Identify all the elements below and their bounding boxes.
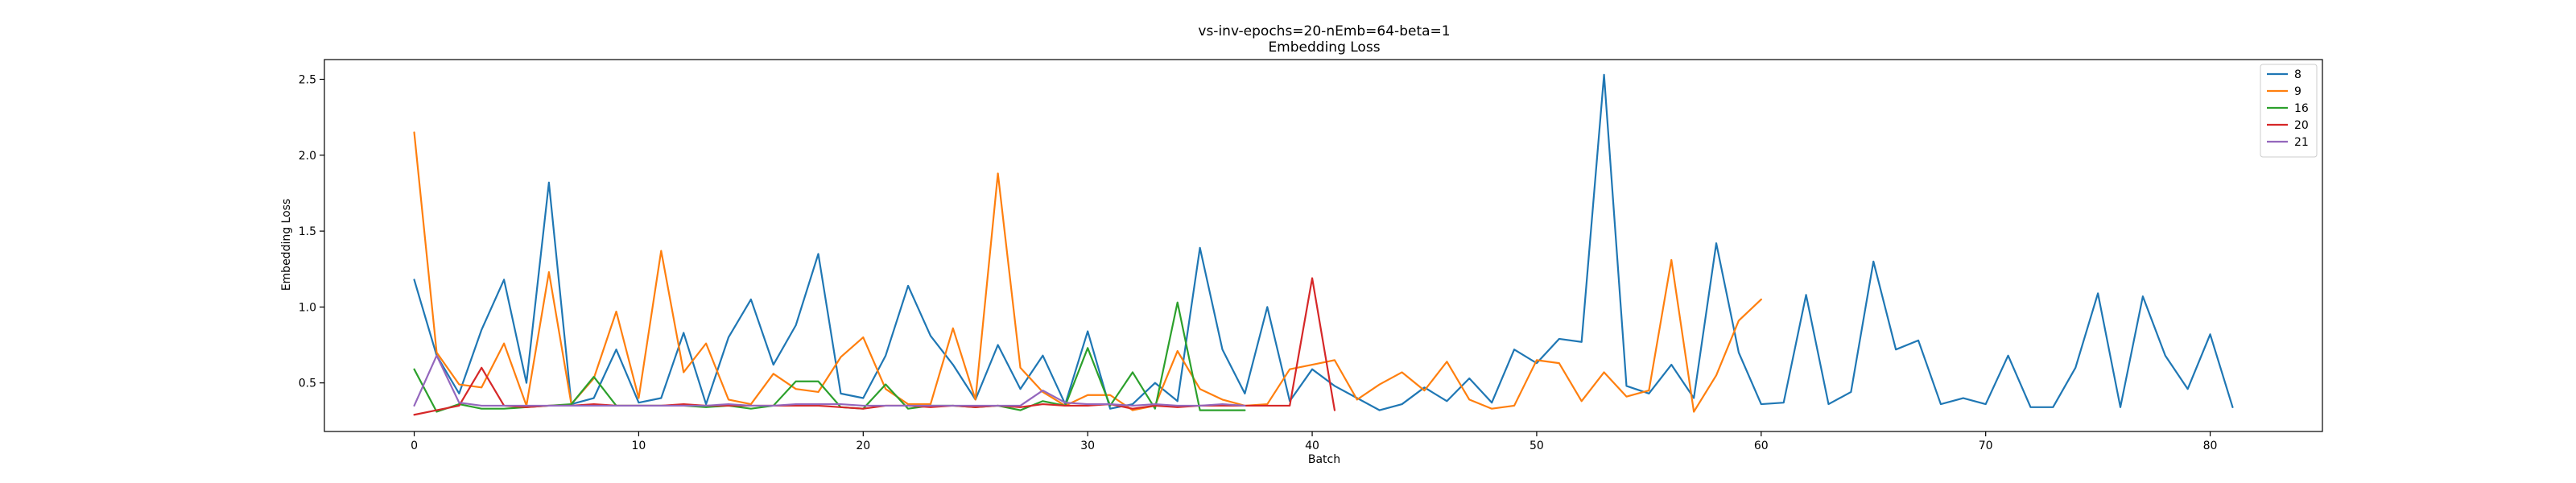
- x-tick-label: 50: [1530, 440, 1544, 452]
- x-tick-label: 10: [632, 440, 646, 452]
- chart-subtitle: Embedding Loss: [1268, 39, 1380, 56]
- y-axis-title: Embedding Loss: [280, 199, 293, 291]
- x-tick-label: 30: [1080, 440, 1095, 452]
- legend-box: [2260, 64, 2318, 158]
- legend-label-8: 8: [2294, 68, 2301, 81]
- y-tick-label: 0.5: [299, 378, 316, 390]
- series-line-9: [413, 131, 1762, 413]
- legend-label-9: 9: [2294, 85, 2301, 98]
- series-line-21: [413, 354, 1246, 407]
- legend-label-20: 20: [2294, 119, 2309, 132]
- y-tick-label: 1.0: [299, 301, 316, 314]
- legend-label-21: 21: [2294, 136, 2309, 149]
- y-tick-label: 2.5: [299, 74, 316, 87]
- legend-label-16: 16: [2294, 102, 2309, 115]
- x-tick-label: 40: [1305, 440, 1319, 452]
- chart-title: vs-inv-epochs=20-nEmb=64-beta=1: [1198, 23, 1450, 39]
- y-tick-label: 1.5: [299, 225, 316, 238]
- x-tick-label: 60: [1754, 440, 1769, 452]
- x-tick-label: 80: [2203, 440, 2218, 452]
- x-tick-label: 20: [856, 440, 870, 452]
- plot-area: 0 10 20 30 40 50 60 70 80 0.5 1.0 1.5 2.0 2.5: [299, 59, 2323, 452]
- x-tick-label: 70: [1979, 440, 1993, 452]
- x-tick-label: 0: [411, 440, 418, 452]
- legend: 8 9 16 20 21: [2260, 64, 2318, 158]
- y-tick-label: 2.0: [299, 150, 316, 163]
- x-axis-title: Batch: [1308, 453, 1340, 466]
- plot-frame: [324, 59, 2323, 432]
